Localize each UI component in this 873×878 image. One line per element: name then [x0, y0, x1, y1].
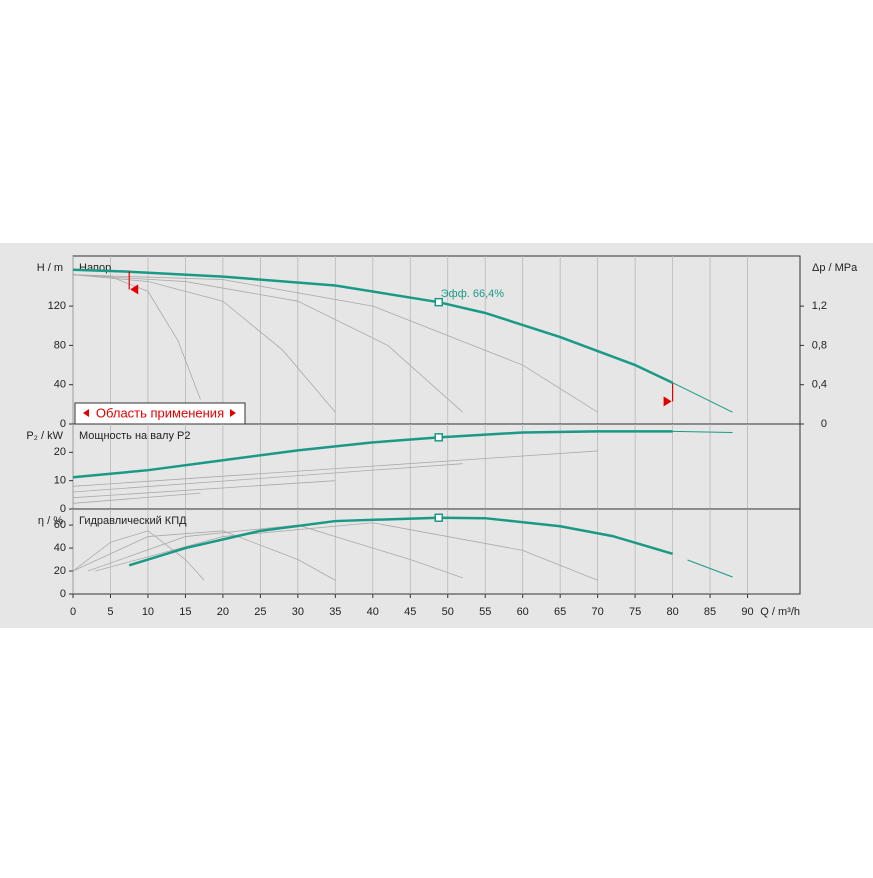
x-tick-label: 15	[179, 606, 191, 618]
main-curve	[72, 430, 673, 479]
curve	[687, 559, 733, 578]
y-tick-label: 20	[54, 446, 66, 458]
curve	[72, 530, 336, 581]
curve	[72, 450, 598, 487]
range-arrow	[130, 284, 139, 295]
x-tick-label: 55	[479, 606, 491, 618]
y-tick-label: 0	[60, 418, 66, 430]
duty-point	[434, 513, 443, 522]
y2-axis-label: Δp / MPa	[812, 262, 858, 274]
curve	[72, 492, 201, 504]
duty-point	[434, 297, 443, 307]
x-tick-label: 90	[741, 606, 753, 618]
y-tick-label: 40	[54, 542, 66, 554]
x-axis-label: Q / m³/h	[760, 606, 800, 618]
x-tick-label: 10	[142, 606, 154, 618]
y-tick-label: 80	[54, 339, 66, 351]
y-tick-label: 60	[54, 519, 66, 531]
range-box-arrow	[83, 409, 89, 417]
curve	[95, 522, 598, 581]
curve	[72, 274, 598, 413]
y-tick-label: 0	[60, 503, 66, 515]
y-tick-label: 10	[54, 475, 66, 487]
panel-label: Мощность на валу P2	[79, 430, 191, 442]
x-tick-label: 5	[107, 606, 113, 618]
curve	[672, 430, 733, 433]
x-tick-label: 60	[517, 606, 529, 618]
x-tick-label: 35	[329, 606, 341, 618]
y-axis-label: P₂ / kW	[26, 430, 63, 442]
panel-label: Гидравлический КПД	[79, 515, 187, 527]
efficiency-label: Эфф. 66,4%	[441, 288, 505, 300]
y2-tick-label: 0,4	[812, 379, 827, 391]
curve	[72, 463, 463, 493]
x-tick-label: 85	[704, 606, 716, 618]
x-tick-label: 30	[292, 606, 304, 618]
range-label: Область применения	[96, 405, 224, 420]
x-tick-label: 75	[629, 606, 641, 618]
x-tick-label: 20	[217, 606, 229, 618]
y2-tick-label: 0,8	[812, 339, 827, 351]
duty-point	[434, 433, 443, 442]
x-tick-label: 25	[254, 606, 266, 618]
y-tick-label: 40	[54, 379, 66, 391]
y-tick-label: 20	[54, 565, 66, 577]
curve	[72, 274, 463, 413]
range-box-arrow	[230, 409, 236, 417]
y2-tick-label: 0	[821, 418, 827, 430]
range-arrow	[663, 396, 672, 407]
curve	[672, 382, 733, 413]
x-tick-label: 45	[404, 606, 416, 618]
x-tick-label: 80	[666, 606, 678, 618]
y-tick-label: 120	[48, 300, 66, 312]
y2-tick-label: 1,2	[812, 300, 827, 312]
plot-area	[72, 423, 801, 510]
x-tick-label: 65	[554, 606, 566, 618]
y-tick-label: 0	[60, 588, 66, 600]
x-tick-label: 70	[592, 606, 604, 618]
y-axis-label: H / m	[37, 262, 63, 274]
x-tick-label: 40	[367, 606, 379, 618]
y-axis-label: η / %	[38, 515, 63, 527]
x-tick-label: 50	[442, 606, 454, 618]
curve	[72, 480, 336, 499]
plot-area	[72, 508, 801, 595]
curve	[72, 274, 336, 413]
x-tick-label: 0	[70, 606, 76, 618]
curve	[72, 530, 205, 581]
